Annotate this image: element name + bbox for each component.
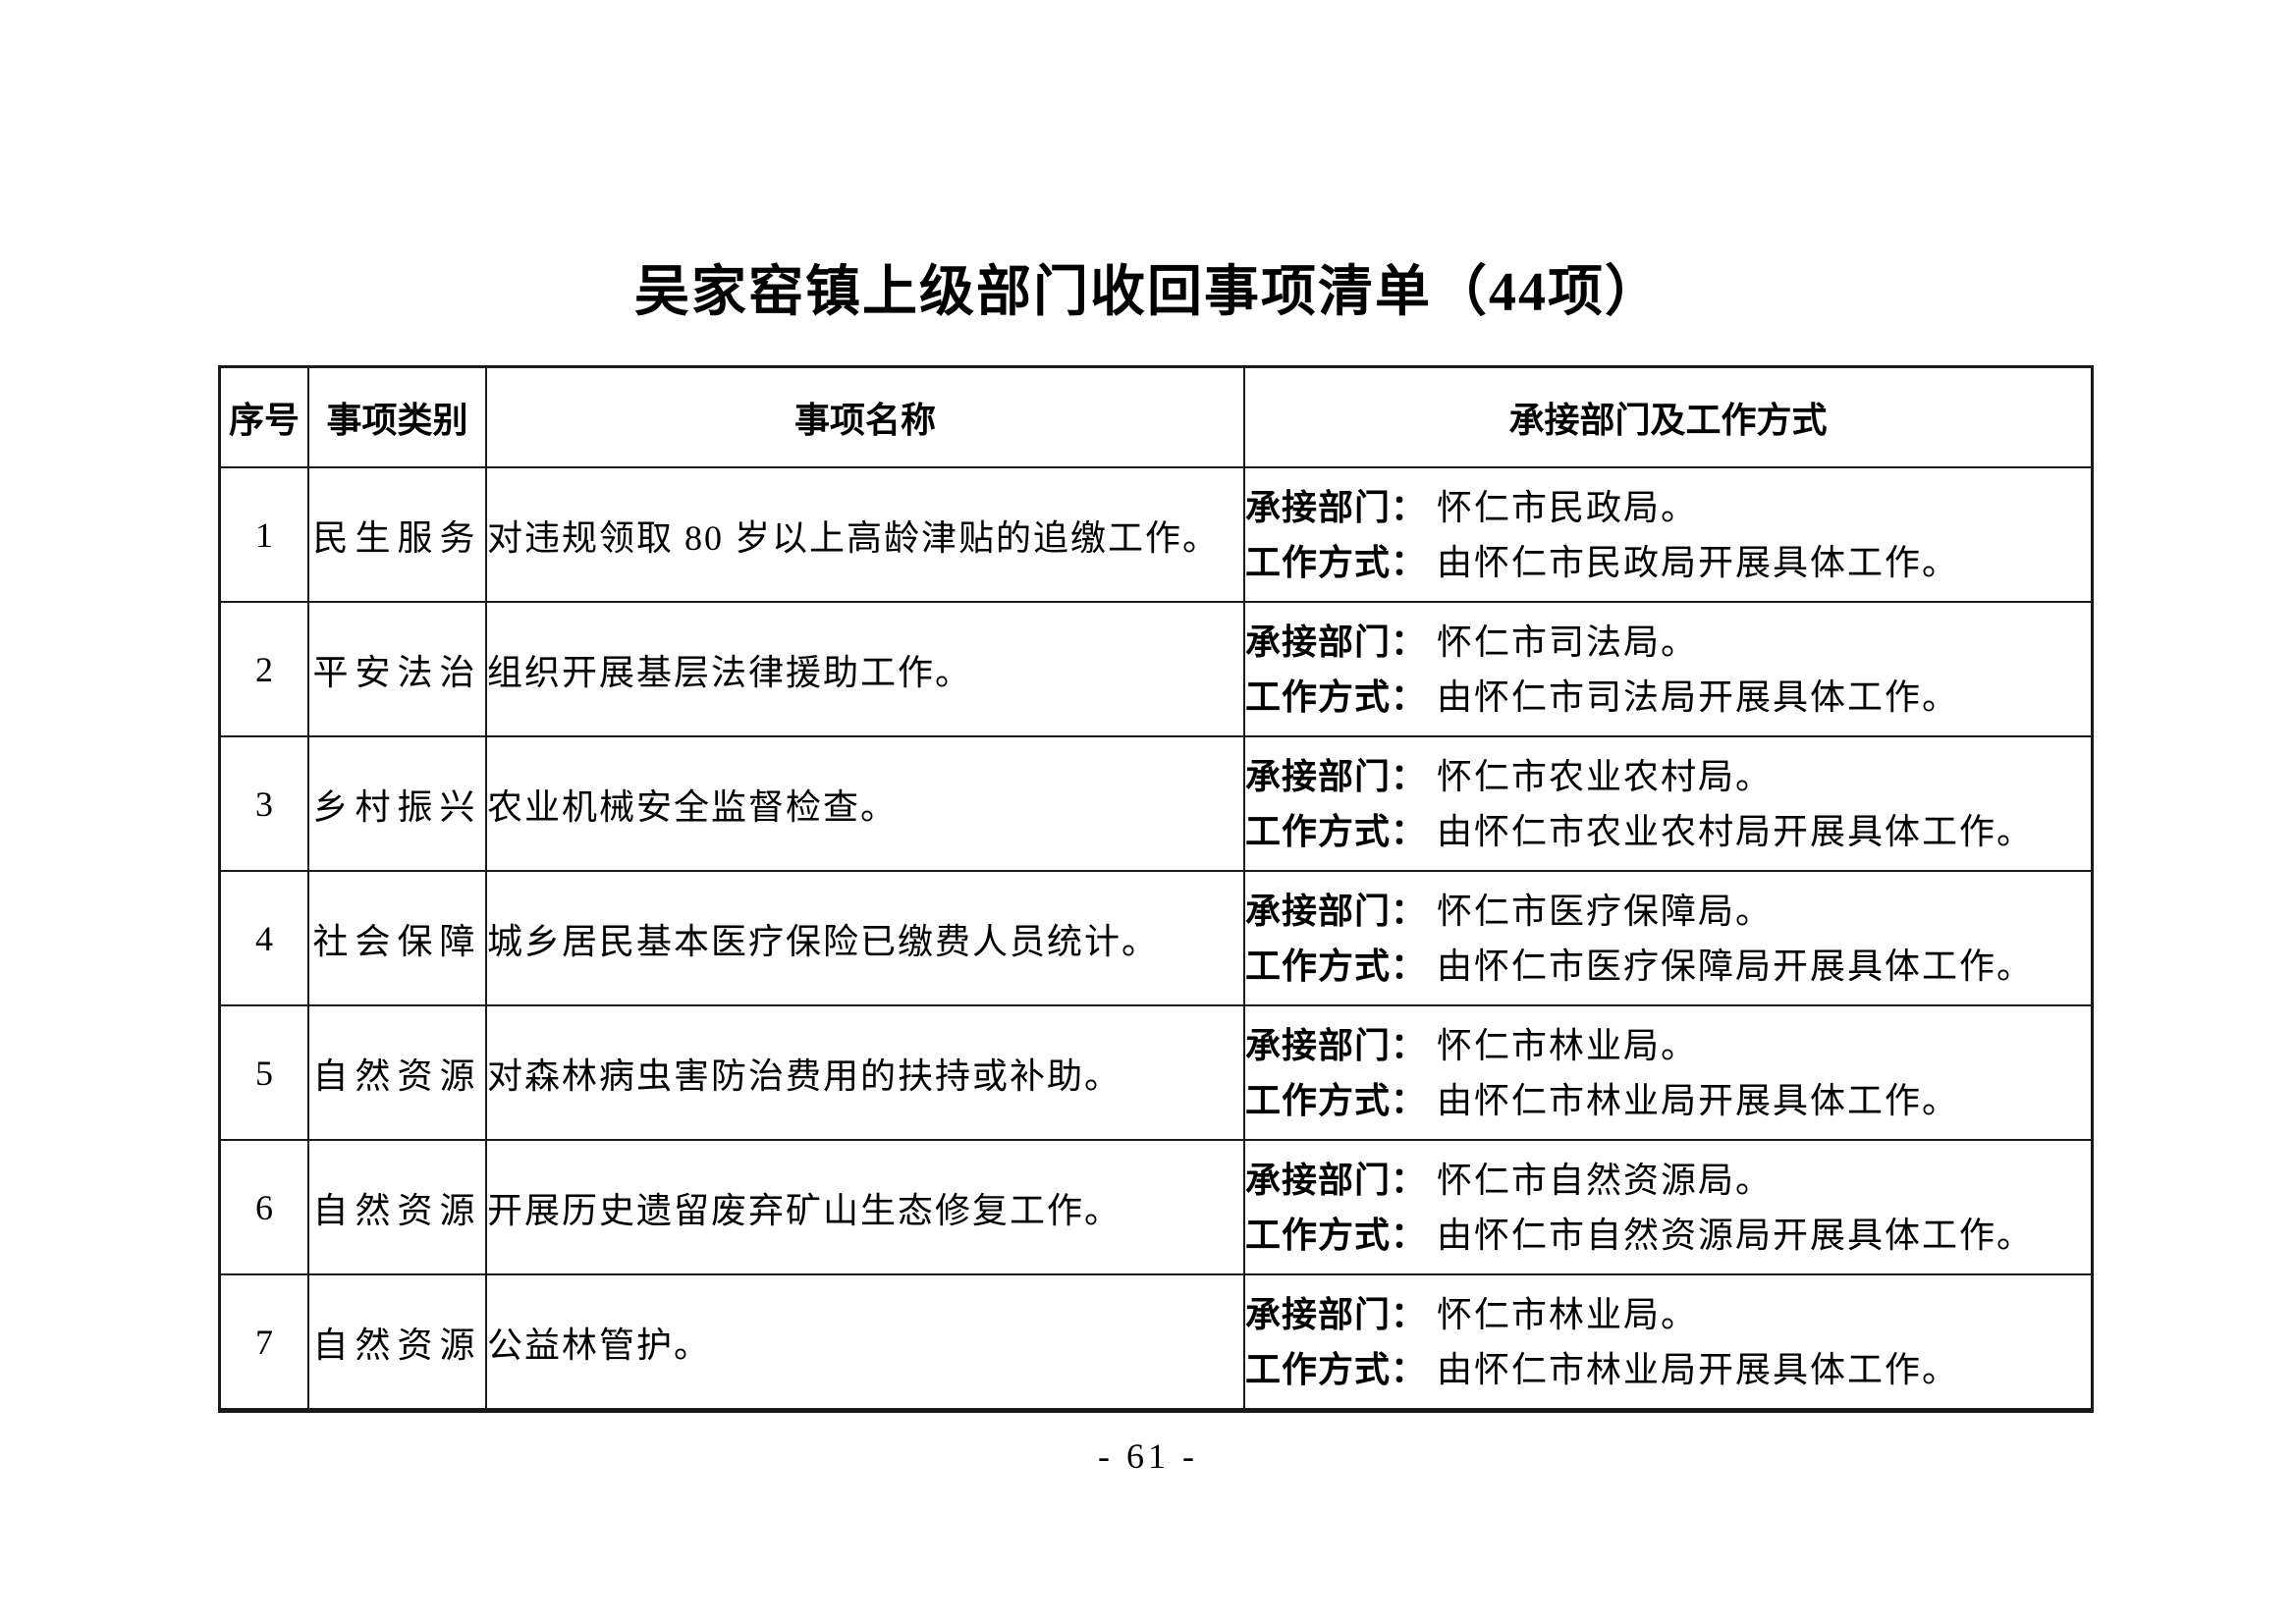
cell-receiving-dept: 承接部门： 怀仁市林业局。 工作方式： 由怀仁市林业局开展具体工作。 <box>1243 1004 2094 1141</box>
cell-item-category: 自然资源 <box>307 1273 487 1412</box>
cell-item-category: 自然资源 <box>307 1004 487 1141</box>
table-row: 4 社会保障 城乡居民基本医疗保险已缴费人员统计。 承接部门： 怀仁市医疗保障局。… <box>218 870 2094 1006</box>
method-label: 工作方式： <box>1245 676 1428 717</box>
method-line: 工作方式： 由怀仁市医疗保障局开展具体工作。 <box>1245 939 2091 994</box>
dept-label: 承接部门： <box>1245 890 1428 931</box>
method-label: 工作方式： <box>1245 541 1428 582</box>
page-number: - 61 - <box>1098 1436 1198 1476</box>
cell-seq-no: 6 <box>218 1139 309 1275</box>
cell-item-name: 对森林病虫害防治费用的扶持或补助。 <box>485 1004 1245 1141</box>
cell-receiving-dept: 承接部门： 怀仁市农业农村局。 工作方式： 由怀仁市农业农村局开展具体工作。 <box>1243 735 2094 872</box>
method-value: 由怀仁市农业农村局开展具体工作。 <box>1437 811 2035 851</box>
header-item-name: 事项名称 <box>485 365 1245 468</box>
dept-value: 怀仁市林业局。 <box>1437 1294 1699 1334</box>
method-label: 工作方式： <box>1245 810 1428 851</box>
dept-label: 承接部门： <box>1245 621 1428 662</box>
dept-line: 承接部门： 怀仁市司法局。 <box>1245 615 2091 670</box>
cell-item-category: 自然资源 <box>307 1139 487 1275</box>
method-line: 工作方式： 由怀仁市林业局开展具体工作。 <box>1245 1073 2091 1128</box>
method-line: 工作方式： 由怀仁市农业农村局开展具体工作。 <box>1245 804 2091 859</box>
items-table: 序号 事项类别 事项名称 承接部门及工作方式 1 民生服务 对违规领取 80 岁… <box>218 365 2094 1413</box>
dept-value: 怀仁市农业农村局。 <box>1437 756 1774 796</box>
table-row: 2 平安法治 组织开展基层法律援助工作。 承接部门： 怀仁市司法局。 工作方式：由… <box>218 601 2094 737</box>
dept-line: 承接部门： 怀仁市自然资源局。 <box>1245 1153 2091 1208</box>
cell-seq-no: 1 <box>218 466 309 603</box>
dept-label: 承接部门： <box>1245 1024 1428 1065</box>
dept-label: 承接部门： <box>1245 486 1428 527</box>
method-line: 工作方式： 由怀仁市民政局开展具体工作。 <box>1245 535 2091 590</box>
header-seq-no: 序号 <box>218 365 309 468</box>
cell-item-name: 开展历史遗留废弃矿山生态修复工作。 <box>485 1139 1245 1275</box>
table-row: 3 乡村振兴 农业机械安全监督检查。 承接部门： 怀仁市农业农村局。 工作方式：由… <box>218 735 2094 872</box>
method-label: 工作方式： <box>1245 1079 1428 1120</box>
dept-line: 承接部门： 怀仁市林业局。 <box>1245 1018 2091 1073</box>
method-value: 由怀仁市林业局开展具体工作。 <box>1437 1349 1960 1389</box>
table-row: 5 自然资源 对森林病虫害防治费用的扶持或补助。 承接部门： 怀仁市林业局。 工作… <box>218 1004 2094 1141</box>
cell-seq-no: 3 <box>218 735 309 872</box>
cell-seq-no: 4 <box>218 870 309 1006</box>
cell-receiving-dept: 承接部门： 怀仁市民政局。 工作方式： 由怀仁市民政局开展具体工作。 <box>1243 466 2094 603</box>
dept-line: 承接部门： 怀仁市林业局。 <box>1245 1287 2091 1342</box>
method-value: 由怀仁市医疗保障局开展具体工作。 <box>1437 946 2035 986</box>
method-line: 工作方式： 由怀仁市司法局开展具体工作。 <box>1245 670 2091 725</box>
table-header-row: 序号 事项类别 事项名称 承接部门及工作方式 <box>218 365 2094 468</box>
cell-item-category: 民生服务 <box>307 466 487 603</box>
table-row: 1 民生服务 对违规领取 80 岁以上高龄津贴的追缴工作。 承接部门： 怀仁市民政… <box>218 466 2094 603</box>
cell-receiving-dept: 承接部门： 怀仁市自然资源局。 工作方式： 由怀仁市自然资源局开展具体工作。 <box>1243 1139 2094 1275</box>
cell-item-name: 对违规领取 80 岁以上高龄津贴的追缴工作。 <box>485 466 1245 603</box>
dept-label: 承接部门： <box>1245 1159 1428 1200</box>
dept-value: 怀仁市林业局。 <box>1437 1025 1699 1065</box>
page-title: 吴家窑镇上级部门收回事项清单（44项） <box>634 262 1662 323</box>
cell-item-category: 乡村振兴 <box>307 735 487 872</box>
dept-value: 怀仁市医疗保障局。 <box>1437 891 1774 931</box>
dept-line: 承接部门： 怀仁市医疗保障局。 <box>1245 884 2091 939</box>
cell-seq-no: 7 <box>218 1273 309 1412</box>
method-value: 由怀仁市司法局开展具体工作。 <box>1437 676 1960 717</box>
dept-value: 怀仁市民政局。 <box>1437 487 1699 527</box>
dept-value: 怀仁市司法局。 <box>1437 622 1699 662</box>
header-receiving-dept: 承接部门及工作方式 <box>1243 365 2094 468</box>
method-line: 工作方式： 由怀仁市自然资源局开展具体工作。 <box>1245 1208 2091 1263</box>
dept-line: 承接部门： 怀仁市农业农村局。 <box>1245 749 2091 804</box>
method-line: 工作方式： 由怀仁市林业局开展具体工作。 <box>1245 1342 2091 1397</box>
method-value: 由怀仁市民政局开展具体工作。 <box>1437 542 1960 582</box>
table-row: 7 自然资源 公益林管护。 承接部门： 怀仁市林业局。 工作方式： 由怀仁市林业局开… <box>218 1273 2094 1412</box>
dept-value: 怀仁市自然资源局。 <box>1437 1160 1774 1200</box>
cell-item-category: 社会保障 <box>307 870 487 1006</box>
method-label: 工作方式： <box>1245 945 1428 986</box>
method-value: 由怀仁市林业局开展具体工作。 <box>1437 1080 1960 1120</box>
method-label: 工作方式： <box>1245 1214 1428 1255</box>
method-value: 由怀仁市自然资源局开展具体工作。 <box>1437 1215 2035 1255</box>
dept-label: 承接部门： <box>1245 755 1428 796</box>
cell-item-name: 组织开展基层法律援助工作。 <box>485 601 1245 737</box>
cell-seq-no: 5 <box>218 1004 309 1141</box>
table-body: 1 民生服务 对违规领取 80 岁以上高龄津贴的追缴工作。 承接部门： 怀仁市民政… <box>218 466 2094 1412</box>
cell-item-name: 农业机械安全监督检查。 <box>485 735 1245 872</box>
header-item-category: 事项类别 <box>307 365 487 468</box>
dept-label: 承接部门： <box>1245 1293 1428 1334</box>
cell-seq-no: 2 <box>218 601 309 737</box>
cell-item-name: 公益林管护。 <box>485 1273 1245 1412</box>
cell-item-category: 平安法治 <box>307 601 487 737</box>
method-label: 工作方式： <box>1245 1348 1428 1389</box>
table-row: 6 自然资源 开展历史遗留废弃矿山生态修复工作。 承接部门： 怀仁市自然资源局。 … <box>218 1139 2094 1275</box>
cell-receiving-dept: 承接部门： 怀仁市司法局。 工作方式： 由怀仁市司法局开展具体工作。 <box>1243 601 2094 737</box>
cell-receiving-dept: 承接部门： 怀仁市医疗保障局。 工作方式： 由怀仁市医疗保障局开展具体工作。 <box>1243 870 2094 1006</box>
cell-item-name: 城乡居民基本医疗保险已缴费人员统计。 <box>485 870 1245 1006</box>
dept-line: 承接部门： 怀仁市民政局。 <box>1245 480 2091 535</box>
cell-receiving-dept: 承接部门： 怀仁市林业局。 工作方式： 由怀仁市林业局开展具体工作。 <box>1243 1273 2094 1412</box>
